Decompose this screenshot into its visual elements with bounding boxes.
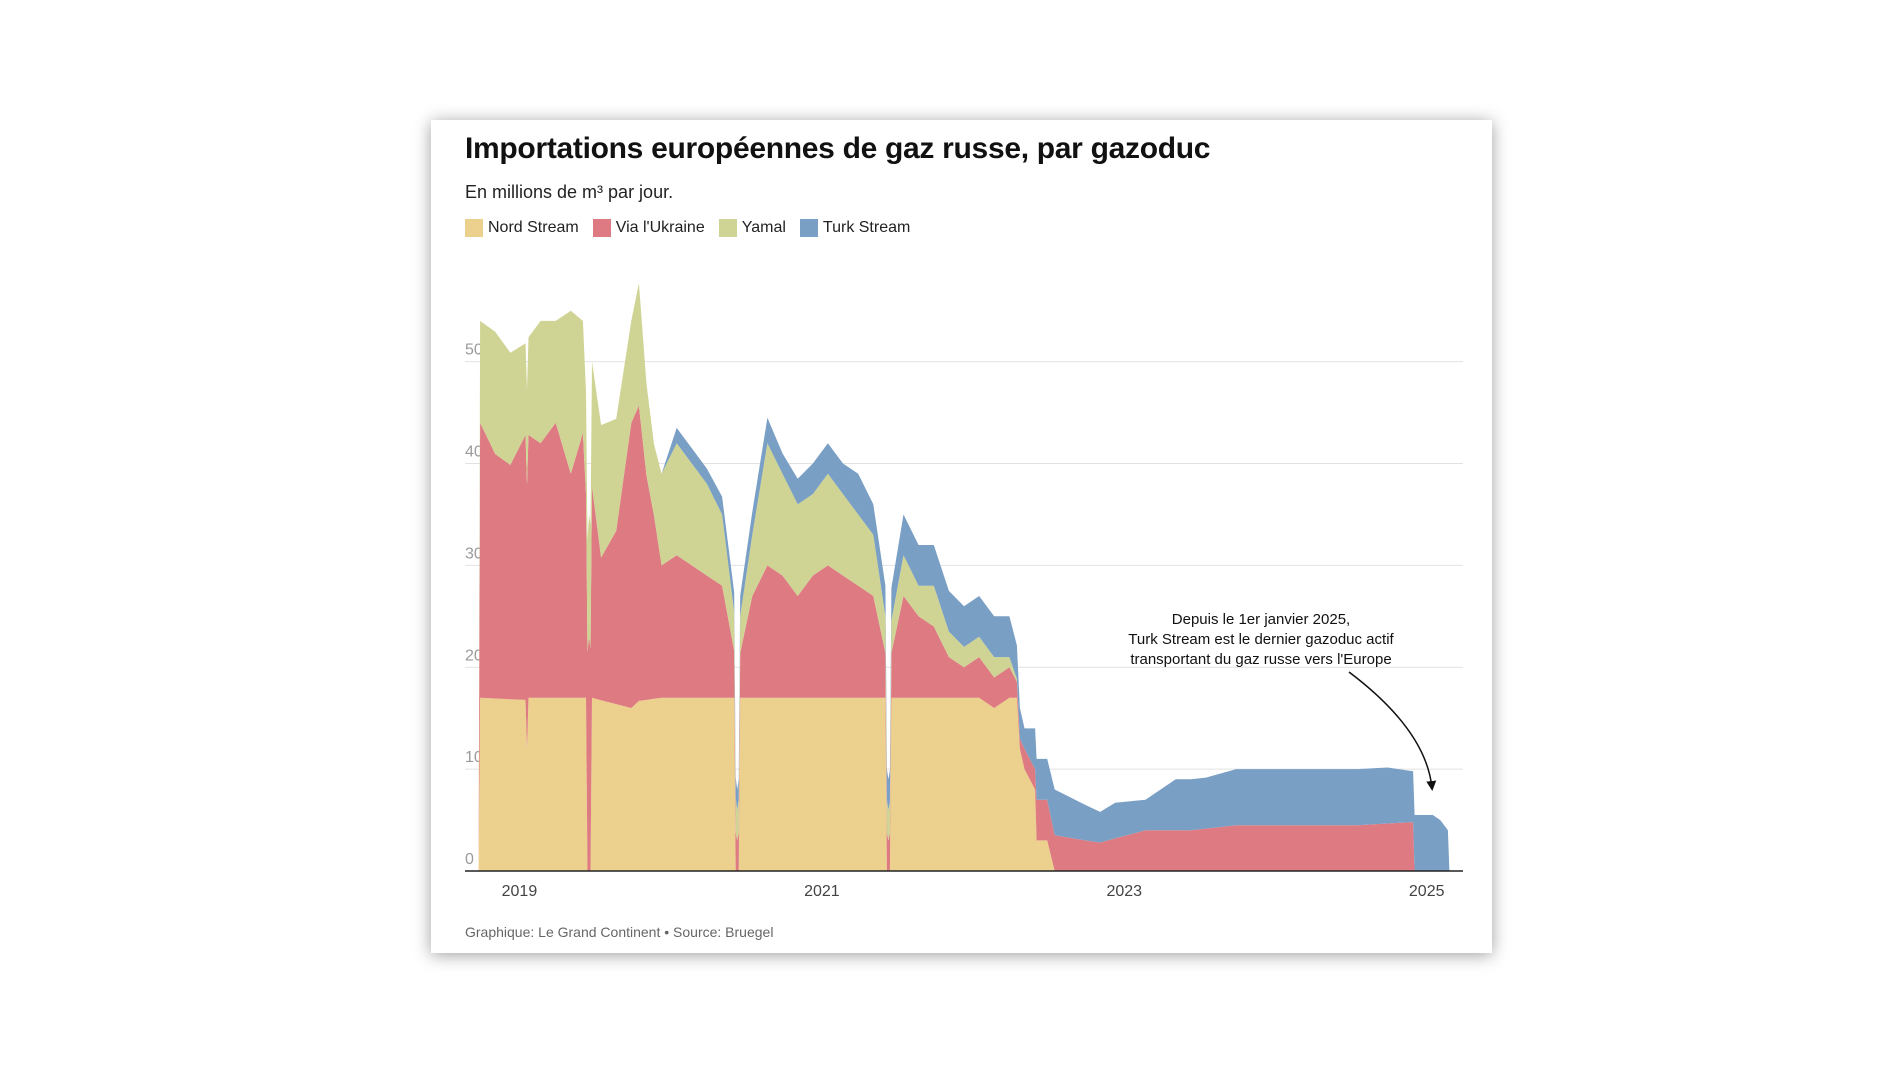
legend-item-yamal: Yamal <box>718 219 786 237</box>
chart-footer: Graphique: Le Grand Continent • Source: … <box>465 924 774 940</box>
x-tick-label-2025: 2025 <box>1409 883 1445 900</box>
chart-card: Importations européennes de gaz russe, p… <box>431 120 1492 953</box>
legend-swatch-nord-stream <box>465 219 483 237</box>
legend: Nord Stream Via l'Ukraine Yamal Turk Str… <box>465 219 910 237</box>
x-tick-label-2021: 2021 <box>804 883 840 900</box>
legend-item-nord-stream: Nord Stream <box>465 219 579 237</box>
annotation-arrow <box>1348 671 1437 791</box>
legend-item-turk-stream: Turk Stream <box>799 219 911 237</box>
area-series-yamal <box>478 283 1464 871</box>
legend-item-via-ukraine: Via l'Ukraine <box>592 219 705 237</box>
annotation-line-3: transportant du gaz russe vers l'Europe <box>1130 651 1391 668</box>
annotation-line-2: Turk Stream est le dernier gazoduc actif <box>1128 631 1394 648</box>
y-tick-label-0: 0 <box>465 851 474 868</box>
annotation-line-1: Depuis le 1er janvier 2025, <box>1172 611 1350 628</box>
area-series-turk-stream <box>478 283 1464 871</box>
legend-swatch-turk-stream <box>799 219 818 237</box>
legend-label-yamal: Yamal <box>741 219 786 236</box>
area-series-via-ukraine <box>478 405 1464 871</box>
legend-label-via-ukraine: Via l'Ukraine <box>615 219 705 236</box>
legend-swatch-yamal <box>718 219 737 237</box>
legend-swatch-via-ukraine <box>592 219 611 237</box>
chart-subtitle: En millions de m³ par jour. <box>465 182 674 202</box>
legend-label-nord-stream: Nord Stream <box>488 219 579 236</box>
x-tick-label-2023: 2023 <box>1106 883 1142 900</box>
chart-title: Importations européennes de gaz russe, p… <box>465 132 1211 165</box>
x-tick-label-2019: 2019 <box>502 883 538 900</box>
legend-label-turk-stream: Turk Stream <box>822 219 911 236</box>
area-series-nord-stream <box>478 697 1464 871</box>
